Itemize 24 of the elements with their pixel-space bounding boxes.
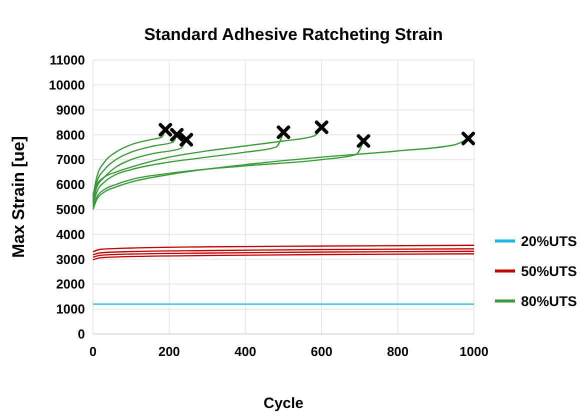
x-axis-title: Cycle <box>263 395 304 412</box>
x-tick-label: 200 <box>158 344 180 359</box>
y-tick-label: 11000 <box>50 52 85 68</box>
chart-title: Standard Adhesive Ratcheting Strain <box>144 25 443 44</box>
x-tick-label: 800 <box>386 344 409 359</box>
y-tick-label: 6000 <box>56 177 85 192</box>
y-tick-label: 9000 <box>56 102 85 118</box>
y-tick-label: 8000 <box>56 127 85 142</box>
y-tick-label: 7000 <box>56 152 85 168</box>
y-tick-label: 10000 <box>48 77 85 92</box>
legend-label: 50%UTS <box>521 262 578 279</box>
legend-label: 80%UTS <box>521 292 578 309</box>
y-tick-label: 5000 <box>56 202 85 218</box>
y-tick-label: 4000 <box>56 226 85 242</box>
y-tick-label: 3000 <box>56 252 85 267</box>
y-tick-label: 0 <box>78 326 85 342</box>
legend-label: 20%UTS <box>521 232 578 249</box>
x-tick-label: 0 <box>89 344 97 359</box>
y-tick-label: 2000 <box>56 276 85 292</box>
y-tick-label: 1000 <box>56 302 85 317</box>
y-axis-title: Max Strain [ue] <box>9 136 28 258</box>
x-tick-label: 1000 <box>460 344 488 359</box>
x-tick-label: 600 <box>310 344 332 359</box>
x-tick-label: 400 <box>234 344 256 359</box>
